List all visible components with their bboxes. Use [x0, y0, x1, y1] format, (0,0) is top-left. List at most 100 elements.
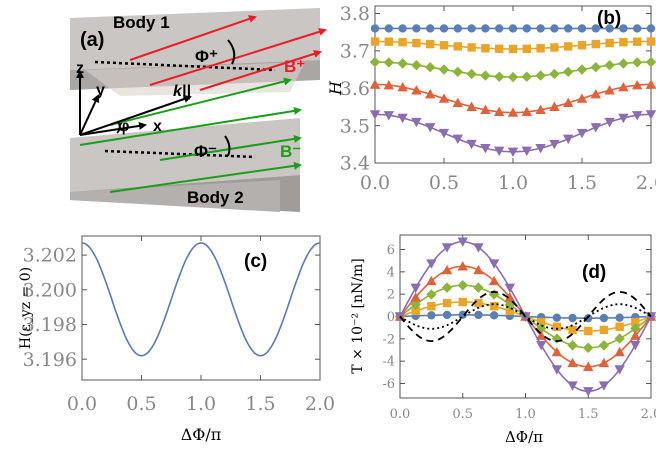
y-tick-label: 3.4 [340, 153, 370, 175]
data-point [369, 56, 381, 68]
data-point [563, 66, 574, 78]
data-point [507, 147, 519, 157]
data-point [522, 24, 531, 33]
data-point [568, 313, 577, 323]
data-point [438, 93, 450, 103]
data-point [505, 306, 515, 316]
b-plus-arrow-2 [149, 27, 327, 86]
data-point [466, 68, 477, 80]
data-point [383, 79, 394, 90]
data-point [452, 66, 463, 78]
data-point [495, 44, 504, 54]
data-point [549, 68, 560, 80]
y-tick-label: 3.196 [23, 349, 77, 371]
data-point [605, 38, 614, 48]
data-point [494, 106, 505, 117]
data-point [397, 81, 408, 92]
data-point [480, 104, 491, 115]
phi-minus-arc [224, 135, 231, 157]
y-tick-label: 3.5 [340, 115, 370, 137]
data-point [590, 88, 601, 99]
body1-shadow [85, 62, 305, 96]
data-point [551, 365, 563, 375]
data-point [619, 24, 628, 33]
data-point [599, 313, 609, 323]
y-axis-label: H(ε_yz = 0) [18, 267, 34, 349]
data-point [521, 71, 532, 82]
axis-z-label: z [76, 60, 84, 77]
data-point [397, 58, 408, 69]
data-point [457, 237, 468, 247]
panel-b-label: (b) [597, 8, 621, 29]
data-point [438, 128, 450, 139]
x-tick-label: 0.5 [429, 172, 459, 194]
data-point [410, 283, 421, 294]
data-point [615, 322, 624, 331]
data-point [426, 289, 437, 300]
series-line-5 [399, 290, 652, 343]
data-point [412, 38, 421, 48]
data-point [453, 24, 462, 33]
data-point [536, 44, 545, 53]
data-point [632, 111, 643, 121]
data-point [550, 24, 559, 33]
data-point [646, 37, 656, 46]
data-point [551, 333, 563, 344]
y-tick-label: -4 [382, 355, 395, 370]
data-point [630, 323, 641, 334]
data-point [383, 57, 394, 68]
data-point [425, 88, 436, 99]
data-point [618, 113, 629, 124]
data-point [467, 24, 476, 33]
data-point [427, 311, 436, 320]
data-point [564, 42, 573, 51]
data-point [384, 24, 393, 33]
data-point [598, 381, 610, 391]
chart-b: 0.0 0.5 1.0 1.5 2.0 3.4 3.5 3.6 3.7 3.8 H [326, 3, 656, 194]
x-tick-label: 1.5 [578, 407, 599, 422]
body1-label: Body 1 [113, 13, 170, 32]
y-axis-label: H [326, 80, 345, 96]
data-point [383, 111, 394, 121]
data-point [412, 24, 421, 33]
x-tick-label: 0.5 [452, 407, 473, 422]
data-point [618, 81, 629, 92]
data-point [504, 283, 516, 294]
x-tick-label: 1.0 [498, 172, 528, 194]
data-point [425, 123, 436, 133]
data-point [441, 243, 453, 253]
y-tick-label: 3.198 [23, 314, 77, 336]
data-point [488, 289, 500, 300]
y-tick-label: 6 [387, 243, 395, 258]
data-point [369, 110, 381, 120]
y-tick-label: 3.7 [340, 41, 370, 63]
data-point [645, 79, 656, 89]
data-point [599, 325, 609, 335]
data-point [398, 24, 407, 33]
data-point [614, 333, 625, 344]
data-point [584, 326, 593, 336]
x-axis-label: ΔΦ/π [505, 428, 543, 446]
body1-dotted-line [94, 60, 276, 72]
data-point [564, 24, 573, 33]
x-tick-label: 2.0 [641, 407, 656, 422]
data-point [504, 292, 516, 302]
data-point [567, 340, 578, 351]
x-tick-label: 2.0 [636, 172, 656, 194]
data-point [457, 280, 468, 291]
y-tick-label: -6 [382, 377, 395, 392]
axis-y-label: y [96, 82, 105, 99]
x-tick-label: 0.5 [126, 393, 156, 415]
data-point [590, 123, 601, 133]
data-point [489, 311, 499, 320]
axis-y-arrow [79, 94, 100, 136]
data-point [598, 340, 610, 351]
data-point [466, 139, 477, 150]
data-point [563, 97, 574, 108]
y-tick-label: 3.202 [23, 245, 77, 267]
data-point [591, 39, 600, 49]
data-point [457, 261, 468, 271]
data-point [646, 24, 656, 33]
chart-d: 0.0 0.5 1.0 1.5 2.0 -6 -4 -2 0 2 4 6 T × 10⁻² [nN/m]… [350, 234, 656, 446]
